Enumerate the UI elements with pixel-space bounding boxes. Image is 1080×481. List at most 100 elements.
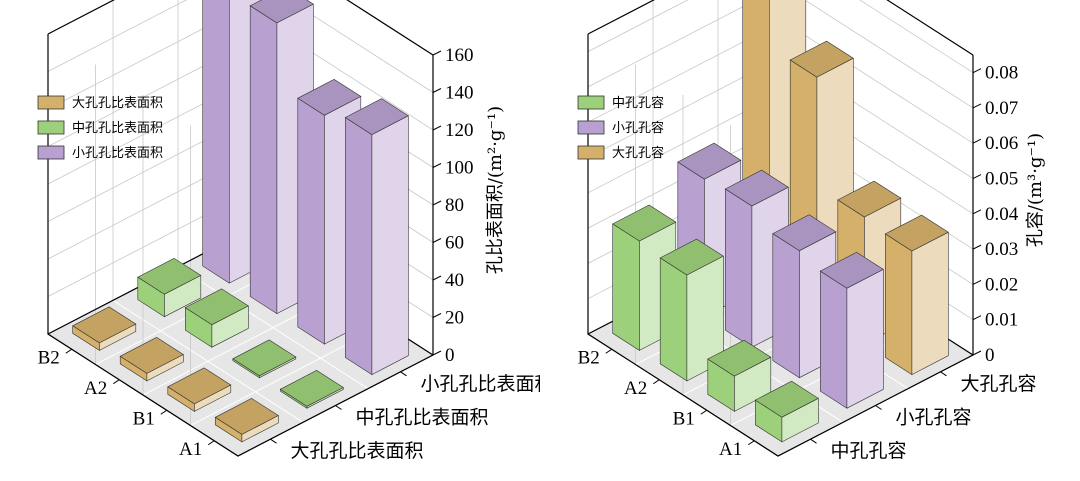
category-label: 小孔孔容	[896, 407, 972, 429]
bar	[137, 257, 202, 318]
z-tick-label: 0.07	[985, 98, 1018, 119]
z-tick	[432, 200, 442, 206]
bar-top-face	[772, 214, 837, 252]
legend-label: 中孔孔比表面积	[72, 121, 163, 136]
bar-side-face	[725, 188, 753, 348]
bar-top-face	[137, 257, 202, 295]
bar-top-face	[612, 204, 677, 242]
legend-label: 大孔孔比表面积	[72, 96, 163, 111]
bar-top-face	[819, 251, 884, 289]
row-label: B2	[38, 347, 60, 368]
bar-top-face	[72, 306, 137, 344]
bar-side-face	[612, 223, 640, 351]
row-tick	[207, 440, 215, 446]
category-label: 大孔孔容	[961, 373, 1037, 395]
z-tick-label: 140	[445, 83, 474, 104]
bar	[819, 251, 884, 409]
axis-frame-top	[47, 0, 434, 56]
legend-label: 大孔孔容	[612, 145, 664, 161]
bar	[249, 0, 314, 315]
bar-top-face	[724, 169, 789, 207]
z-tick	[972, 103, 982, 109]
z-tick	[432, 88, 442, 93]
category-tick	[875, 405, 882, 410]
row-label: B1	[673, 408, 695, 429]
bar-top-face	[119, 337, 184, 374]
z-tick	[432, 50, 442, 56]
row-label: B2	[578, 347, 600, 368]
bar-top-face	[297, 79, 362, 116]
row-tick	[747, 440, 755, 446]
legend-swatch	[37, 120, 65, 135]
z-tick-label: 0	[445, 345, 455, 366]
z-tick	[432, 350, 442, 356]
bar	[167, 367, 232, 412]
z-tick	[972, 244, 982, 250]
z-tick-label: 0.03	[985, 239, 1018, 260]
bar-side-face	[249, 5, 278, 315]
z-tick	[972, 279, 982, 285]
z-tick	[432, 313, 442, 318]
floor-gridline	[112, 299, 304, 423]
row-tick	[605, 348, 613, 354]
label-group: 0 20 40 60 80 100 120 140 160 孔比表面积/(m²·g⁻¹) A1 B1 A…	[38, 45, 540, 462]
category-tick	[940, 371, 947, 377]
row-label: A2	[84, 378, 107, 399]
legend-label: 中孔孔容	[612, 95, 664, 111]
bar-top-face	[837, 180, 902, 218]
z-tick-label: 160	[445, 45, 474, 66]
legend-swatch	[577, 145, 605, 160]
legend-label: 小孔孔容	[612, 120, 664, 136]
category-label: 大孔孔比表面积	[291, 440, 424, 462]
row-label: A1	[179, 439, 202, 460]
legend-swatch	[37, 145, 65, 160]
row-label: A2	[624, 378, 647, 399]
axis-frame-top	[587, 0, 974, 56]
bar	[72, 306, 137, 351]
category-tick	[810, 438, 817, 444]
bar-side-face	[297, 97, 325, 345]
category-tick	[335, 405, 342, 410]
axis-frame	[47, 34, 434, 457]
bar	[344, 98, 409, 376]
bar-top-face	[754, 380, 819, 418]
bar-top-face	[214, 398, 279, 435]
z-tick-label: 80	[445, 195, 464, 216]
legend-label: 小孔孔比表面积	[72, 146, 163, 161]
z-tick	[972, 315, 982, 321]
bar-top-face	[232, 339, 297, 377]
z-tick-label: 20	[445, 308, 464, 329]
label-group: 0 0.01 0.02 0.03 0.04 0.05 0.06 0.07 0.08 孔容/(m³·…	[578, 63, 1046, 463]
bar	[279, 370, 344, 409]
z-tick-label: 0.06	[985, 133, 1018, 154]
bar-top-face	[184, 288, 249, 326]
z-tick-label: 0	[985, 345, 995, 366]
bar-top-face	[279, 370, 344, 407]
axis-frame	[587, 34, 974, 457]
z-tick	[432, 275, 442, 281]
bar	[754, 380, 819, 443]
surface-area-3d-bar-chart: 0 20 40 60 80 100 120 140 160 孔比表面积/(m²·g⁻¹) A1 B1 A…	[37, 0, 540, 462]
legend-swatch	[577, 95, 605, 110]
category-label: 中孔孔容	[831, 440, 907, 462]
bar-top-face	[707, 339, 772, 377]
row-label: A1	[719, 439, 742, 460]
bar-side-face	[884, 233, 913, 376]
z-tick-label: 0.08	[985, 63, 1018, 84]
z-tick	[972, 138, 982, 144]
z-tick	[972, 350, 982, 356]
bar-front-face	[911, 231, 949, 376]
z-tick-label: 100	[445, 158, 474, 179]
row-label: B1	[133, 408, 155, 429]
bar-side-face	[344, 116, 373, 376]
bar-top-face	[167, 367, 232, 405]
z-axis-title: 孔容/(m³·g⁻¹)	[1025, 133, 1046, 247]
category-label: 小孔孔比表面积	[421, 373, 541, 395]
bar-top-face	[659, 238, 724, 276]
bar-side-face	[819, 270, 848, 409]
row-tick	[112, 379, 120, 385]
bar-top-face	[884, 214, 949, 252]
category-tick	[270, 438, 277, 444]
